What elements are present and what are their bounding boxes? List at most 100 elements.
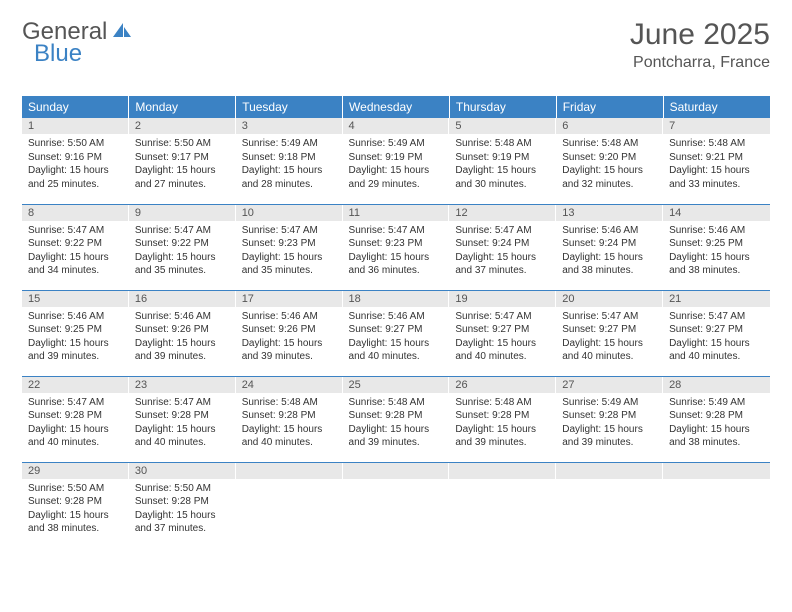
daylight-line2: and 38 minutes. (669, 264, 764, 278)
sunset-line: Sunset: 9:19 PM (349, 151, 444, 165)
day-detail: Sunrise: 5:49 AMSunset: 9:28 PMDaylight:… (663, 393, 770, 454)
daylight-line2: and 39 minutes. (135, 350, 230, 364)
daylight-line1: Daylight: 15 hours (28, 509, 123, 523)
day-number: 12 (449, 205, 556, 221)
day-detail: Sunrise: 5:49 AMSunset: 9:19 PMDaylight:… (343, 134, 450, 195)
daylight-line1: Daylight: 15 hours (135, 337, 230, 351)
calendar-cell (663, 462, 770, 548)
calendar-cell: 5Sunrise: 5:48 AMSunset: 9:19 PMDaylight… (449, 118, 556, 204)
calendar-cell: 13Sunrise: 5:46 AMSunset: 9:24 PMDayligh… (556, 204, 663, 290)
calendar-cell: 2Sunrise: 5:50 AMSunset: 9:17 PMDaylight… (129, 118, 236, 204)
sunrise-line: Sunrise: 5:47 AM (455, 310, 550, 324)
sunset-line: Sunset: 9:24 PM (562, 237, 657, 251)
weekday-header: Wednesday (343, 96, 450, 118)
sunset-line: Sunset: 9:25 PM (669, 237, 764, 251)
sunset-line: Sunset: 9:25 PM (28, 323, 123, 337)
daylight-line1: Daylight: 15 hours (28, 337, 123, 351)
day-detail: Sunrise: 5:47 AMSunset: 9:22 PMDaylight:… (22, 221, 129, 282)
day-number: 29 (22, 463, 129, 479)
calendar-row: 8Sunrise: 5:47 AMSunset: 9:22 PMDaylight… (22, 204, 770, 290)
daylight-line1: Daylight: 15 hours (455, 251, 550, 265)
daylight-line1: Daylight: 15 hours (28, 251, 123, 265)
daylight-line1: Daylight: 15 hours (349, 337, 444, 351)
day-detail: Sunrise: 5:48 AMSunset: 9:21 PMDaylight:… (663, 134, 770, 195)
weekday-header: Saturday (663, 96, 770, 118)
sunrise-line: Sunrise: 5:46 AM (669, 224, 764, 238)
logo-sail-icon (111, 18, 133, 46)
weekday-header: Sunday (22, 96, 129, 118)
daylight-line2: and 39 minutes. (349, 436, 444, 450)
daylight-line2: and 29 minutes. (349, 178, 444, 192)
calendar-cell: 12Sunrise: 5:47 AMSunset: 9:24 PMDayligh… (449, 204, 556, 290)
sunset-line: Sunset: 9:27 PM (349, 323, 444, 337)
daylight-line1: Daylight: 15 hours (349, 251, 444, 265)
sunrise-line: Sunrise: 5:47 AM (669, 310, 764, 324)
day-detail: Sunrise: 5:48 AMSunset: 9:28 PMDaylight:… (236, 393, 343, 454)
sunset-line: Sunset: 9:28 PM (455, 409, 550, 423)
day-number: 17 (236, 291, 343, 307)
daylight-line1: Daylight: 15 hours (135, 164, 230, 178)
calendar-cell: 20Sunrise: 5:47 AMSunset: 9:27 PMDayligh… (556, 290, 663, 376)
sunset-line: Sunset: 9:26 PM (242, 323, 337, 337)
brand-part2: Blue (34, 40, 82, 68)
month-title: June 2025 (630, 18, 770, 52)
calendar-cell: 3Sunrise: 5:49 AMSunset: 9:18 PMDaylight… (236, 118, 343, 204)
weekday-header-row: Sunday Monday Tuesday Wednesday Thursday… (22, 96, 770, 118)
location-label: Pontcharra, France (630, 54, 770, 72)
calendar-cell: 11Sunrise: 5:47 AMSunset: 9:23 PMDayligh… (343, 204, 450, 290)
calendar-cell: 24Sunrise: 5:48 AMSunset: 9:28 PMDayligh… (236, 376, 343, 462)
daylight-line1: Daylight: 15 hours (135, 251, 230, 265)
daylight-line2: and 40 minutes. (242, 436, 337, 450)
sunrise-line: Sunrise: 5:48 AM (669, 137, 764, 151)
day-detail: Sunrise: 5:47 AMSunset: 9:27 PMDaylight:… (449, 307, 556, 368)
daylight-line1: Daylight: 15 hours (562, 251, 657, 265)
sunrise-line: Sunrise: 5:47 AM (242, 224, 337, 238)
daylight-line1: Daylight: 15 hours (28, 423, 123, 437)
day-detail: Sunrise: 5:50 AMSunset: 9:17 PMDaylight:… (129, 134, 236, 195)
sunrise-line: Sunrise: 5:48 AM (242, 396, 337, 410)
calendar-cell: 14Sunrise: 5:46 AMSunset: 9:25 PMDayligh… (663, 204, 770, 290)
sunset-line: Sunset: 9:28 PM (28, 409, 123, 423)
day-detail: Sunrise: 5:48 AMSunset: 9:19 PMDaylight:… (449, 134, 556, 195)
calendar-cell: 15Sunrise: 5:46 AMSunset: 9:25 PMDayligh… (22, 290, 129, 376)
daylight-line1: Daylight: 15 hours (135, 509, 230, 523)
calendar-cell: 29Sunrise: 5:50 AMSunset: 9:28 PMDayligh… (22, 462, 129, 548)
day-detail: Sunrise: 5:47 AMSunset: 9:24 PMDaylight:… (449, 221, 556, 282)
day-detail: Sunrise: 5:46 AMSunset: 9:25 PMDaylight:… (22, 307, 129, 368)
day-number: 23 (129, 377, 236, 393)
day-detail: Sunrise: 5:50 AMSunset: 9:16 PMDaylight:… (22, 134, 129, 195)
calendar-cell: 18Sunrise: 5:46 AMSunset: 9:27 PMDayligh… (343, 290, 450, 376)
sunrise-line: Sunrise: 5:49 AM (242, 137, 337, 151)
calendar-cell: 30Sunrise: 5:50 AMSunset: 9:28 PMDayligh… (129, 462, 236, 548)
sunset-line: Sunset: 9:28 PM (135, 409, 230, 423)
sunset-line: Sunset: 9:20 PM (562, 151, 657, 165)
day-detail: Sunrise: 5:49 AMSunset: 9:28 PMDaylight:… (556, 393, 663, 454)
day-detail: Sunrise: 5:47 AMSunset: 9:22 PMDaylight:… (129, 221, 236, 282)
daylight-line2: and 40 minutes. (669, 350, 764, 364)
sunrise-line: Sunrise: 5:46 AM (135, 310, 230, 324)
daylight-line2: and 39 minutes. (562, 436, 657, 450)
sunset-line: Sunset: 9:27 PM (455, 323, 550, 337)
day-number: 22 (22, 377, 129, 393)
sunset-line: Sunset: 9:17 PM (135, 151, 230, 165)
daylight-line1: Daylight: 15 hours (349, 164, 444, 178)
day-detail: Sunrise: 5:48 AMSunset: 9:28 PMDaylight:… (343, 393, 450, 454)
day-detail: Sunrise: 5:47 AMSunset: 9:28 PMDaylight:… (22, 393, 129, 454)
day-number: 20 (556, 291, 663, 307)
calendar-cell (343, 462, 450, 548)
day-number: 6 (556, 118, 663, 134)
weekday-header: Thursday (449, 96, 556, 118)
day-number: 26 (449, 377, 556, 393)
sunrise-line: Sunrise: 5:50 AM (135, 137, 230, 151)
sunset-line: Sunset: 9:22 PM (28, 237, 123, 251)
sunset-line: Sunset: 9:27 PM (669, 323, 764, 337)
day-number: 15 (22, 291, 129, 307)
day-detail: Sunrise: 5:47 AMSunset: 9:28 PMDaylight:… (129, 393, 236, 454)
title-block: June 2025 Pontcharra, France (630, 18, 770, 72)
sunset-line: Sunset: 9:22 PM (135, 237, 230, 251)
sunset-line: Sunset: 9:18 PM (242, 151, 337, 165)
daylight-line1: Daylight: 15 hours (669, 423, 764, 437)
day-number-empty (236, 463, 343, 479)
daylight-line2: and 40 minutes. (455, 350, 550, 364)
day-number-empty (343, 463, 450, 479)
